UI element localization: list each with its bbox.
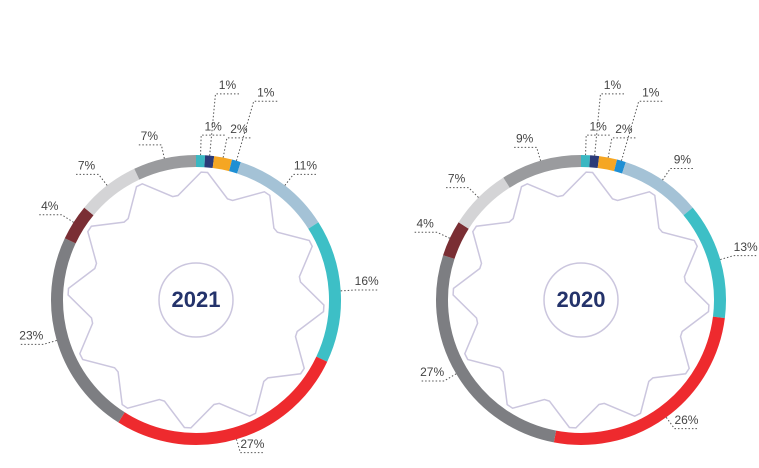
segment bbox=[589, 155, 600, 169]
leader-line bbox=[340, 289, 379, 292]
segment bbox=[553, 316, 725, 445]
leader-line bbox=[512, 146, 542, 161]
leader-line bbox=[235, 439, 265, 454]
segment bbox=[621, 162, 693, 216]
value-label: 1% bbox=[257, 85, 275, 99]
value-label: 16% bbox=[355, 274, 379, 288]
value-label: 1% bbox=[205, 119, 223, 133]
leader-line bbox=[137, 144, 165, 159]
value-label: 9% bbox=[516, 131, 534, 145]
value-label: 4% bbox=[41, 199, 59, 213]
segment bbox=[51, 238, 125, 423]
value-label: 11% bbox=[294, 159, 317, 173]
segment bbox=[84, 168, 140, 216]
center-circle bbox=[543, 262, 619, 338]
segment bbox=[212, 156, 233, 172]
gear-outline bbox=[452, 171, 710, 429]
leader-line bbox=[585, 134, 611, 156]
leader-line bbox=[222, 137, 251, 158]
leader-line bbox=[662, 167, 695, 181]
segment bbox=[436, 255, 557, 443]
center-circle bbox=[158, 262, 234, 338]
value-label: 7% bbox=[78, 159, 96, 173]
leader-line bbox=[74, 173, 108, 186]
value-label: 26% bbox=[674, 413, 698, 427]
leader-line bbox=[720, 255, 758, 261]
leader-line bbox=[413, 231, 451, 239]
value-label: 2% bbox=[230, 122, 248, 136]
center-label: 2021 bbox=[172, 287, 221, 312]
value-label: 1% bbox=[604, 78, 622, 92]
leader-line bbox=[607, 137, 636, 158]
leader-line bbox=[200, 134, 226, 156]
value-label: 1% bbox=[590, 119, 608, 133]
leader-line bbox=[284, 173, 318, 186]
leader-line bbox=[594, 93, 625, 156]
value-label: 1% bbox=[642, 85, 660, 99]
leader-line bbox=[209, 93, 240, 156]
donut-chart: 2020 1% 1% 2% 1% 9% 13% 26% 27% 4% 7% 9% bbox=[413, 78, 758, 445]
segment bbox=[683, 207, 726, 319]
leader-line bbox=[19, 339, 57, 345]
leader-line bbox=[665, 417, 699, 430]
leader-line bbox=[420, 373, 457, 382]
value-label: 13% bbox=[734, 240, 758, 254]
segment bbox=[458, 177, 510, 229]
segment bbox=[236, 162, 319, 229]
leader-line bbox=[37, 214, 74, 223]
segment bbox=[597, 156, 618, 172]
value-label: 27% bbox=[420, 365, 444, 379]
leader-line bbox=[444, 187, 479, 198]
value-label: 7% bbox=[448, 172, 466, 186]
segment bbox=[204, 155, 215, 169]
value-label: 1% bbox=[219, 78, 237, 92]
value-label: 2% bbox=[615, 122, 633, 136]
value-label: 9% bbox=[674, 153, 692, 167]
segment bbox=[503, 155, 582, 188]
value-label: 7% bbox=[141, 129, 159, 143]
value-label: 27% bbox=[240, 437, 264, 451]
segment bbox=[443, 222, 469, 260]
center-label: 2020 bbox=[557, 287, 606, 312]
segment bbox=[118, 356, 328, 445]
gear-outline bbox=[67, 171, 325, 429]
donut-chart: 2021 1% 1% 2% 1% 11% 16% 27% 23% 4% 7% 7% bbox=[19, 78, 379, 454]
value-label: 23% bbox=[19, 329, 43, 343]
leader-line bbox=[620, 100, 663, 161]
segment bbox=[64, 207, 94, 244]
segment bbox=[614, 159, 626, 174]
leader-line bbox=[235, 100, 278, 161]
segment bbox=[229, 159, 241, 174]
value-label: 4% bbox=[416, 216, 434, 230]
segment bbox=[308, 222, 341, 362]
segment bbox=[134, 155, 197, 180]
